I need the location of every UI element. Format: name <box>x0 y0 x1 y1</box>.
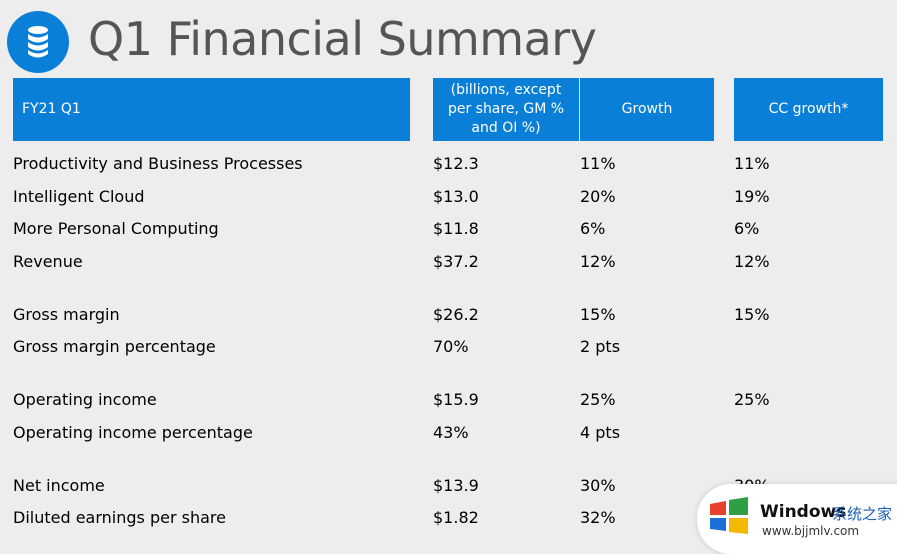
growth-cell: 11% <box>580 154 616 173</box>
growth-cell: 12% <box>580 251 616 271</box>
header-value: (billions, except per share, GM % and OI… <box>433 78 580 141</box>
cc-cell-empty <box>734 423 884 457</box>
database-icon <box>7 11 69 73</box>
value-cell: 70% <box>433 337 469 356</box>
value-cell: $26.2 <box>433 304 479 324</box>
row-label: Net income <box>13 475 105 495</box>
windows-logo <box>710 497 748 534</box>
growth-cell: 4 pts <box>580 422 621 442</box>
cc-cell: 11% <box>734 154 770 173</box>
growth-cell: 15% <box>580 304 616 324</box>
header-label: FY21 Q1 <box>13 78 411 141</box>
row-label: Operating income percentage <box>13 422 253 442</box>
watermark-brand: Windows <box>760 502 847 522</box>
segment-label: Productivity and Business Processes <box>13 154 303 173</box>
value-cell: $12.3 <box>433 154 479 173</box>
value-cell: $13.0 <box>433 186 479 206</box>
header-growth: Growth <box>580 78 715 141</box>
growth-cell: 25% <box>580 390 616 409</box>
header-cc: CC growth* <box>734 78 884 141</box>
segment-label: More Personal Computing <box>13 219 219 238</box>
cc-cell: 19% <box>734 186 770 206</box>
value-cell: $13.9 <box>433 475 479 495</box>
growth-cell: 20% <box>580 186 616 206</box>
row-label: Operating income <box>13 390 157 409</box>
slide-title: Q1 Financial Summary <box>88 12 597 66</box>
row-label: Revenue <box>13 251 83 271</box>
growth-cell: 6% <box>580 219 606 238</box>
row-label: Gross margin percentage <box>13 337 216 356</box>
value-cell: $11.8 <box>433 219 479 238</box>
cc-cell: 6% <box>734 219 760 238</box>
growth-cell: 32% <box>580 508 616 527</box>
value-cell: $15.9 <box>433 390 479 409</box>
value-cell: 43% <box>433 422 469 442</box>
growth-cell: 2 pts <box>580 337 621 356</box>
watermark-name: 系统之家 <box>832 506 893 523</box>
watermark-url: www.bjjmlv.com <box>762 524 860 538</box>
value-cell: $37.2 <box>433 251 479 271</box>
growth-cell: 30% <box>580 475 616 495</box>
row-label: Diluted earnings per share <box>13 508 226 527</box>
cc-cell: 12% <box>734 251 770 271</box>
row-label: Gross margin <box>13 304 120 324</box>
cc-cell-empty <box>734 337 884 371</box>
segment-label: Intelligent Cloud <box>13 186 145 206</box>
cc-cell: 25% <box>734 390 770 409</box>
cc-cell: 15% <box>734 304 770 324</box>
value-cell: $1.82 <box>433 508 479 527</box>
